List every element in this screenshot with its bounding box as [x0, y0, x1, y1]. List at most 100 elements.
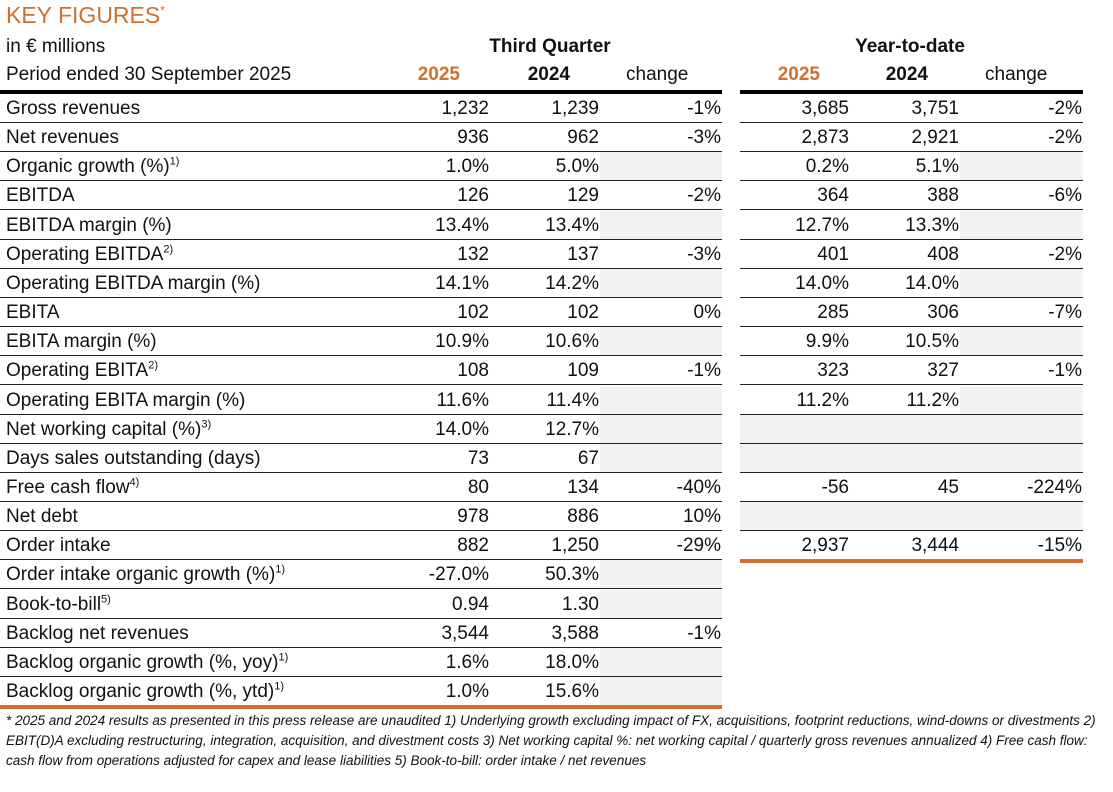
ytd-2025-cell: 3,685: [801, 98, 849, 119]
header-rule-left: [0, 90, 722, 94]
q-2024-cell: 50.3%: [545, 564, 599, 585]
ytd-change-cell: -2%: [1048, 127, 1082, 148]
row-label: EBITA margin (%): [6, 327, 157, 355]
q-2024-cell: 886: [567, 506, 599, 527]
ytd-2024-cell: 408: [927, 244, 959, 265]
ytd-2025-cell: 2,937: [801, 535, 849, 556]
units-label: in € millions: [6, 36, 106, 57]
q-change-cell: [600, 386, 722, 414]
ytd-change-cell: [960, 327, 1083, 355]
row-divider: [0, 443, 722, 444]
row-divider: [0, 472, 722, 473]
q-change-cell: [600, 269, 722, 297]
ytd-change-cell: -1%: [1048, 360, 1082, 381]
q-2025-cell: 978: [457, 506, 489, 527]
q-2024-cell: 15.6%: [545, 681, 599, 702]
footnote-ref: 4): [129, 476, 140, 489]
q-2024-header: 2024: [527, 64, 570, 85]
q-2025-cell: 1.0%: [445, 156, 489, 177]
q-2025-cell: 132: [457, 244, 489, 265]
ytd-2024-cell: 11.2%: [906, 390, 959, 411]
ytd-2025-cell: 14.0%: [795, 273, 849, 294]
row-label: EBITDA: [6, 181, 75, 209]
row-divider: [740, 297, 1083, 298]
footnote-ref: 1): [274, 680, 285, 693]
q-2024-cell: 1,250: [551, 535, 599, 556]
ytd-2025-cell: [740, 444, 850, 472]
ytd-change-cell: [960, 152, 1083, 180]
ytd-change-cell: -15%: [1037, 535, 1082, 556]
q-2025-cell: 13.4%: [435, 215, 489, 236]
footnote-ref: 3): [201, 418, 212, 431]
q-2024-cell: 134: [567, 477, 599, 498]
row-label-text: Backlog organic growth (%, yoy): [6, 652, 279, 673]
row-label: EBITA: [6, 298, 60, 326]
row-label-text: Gross revenues: [6, 98, 141, 119]
row-label-text: Backlog net revenues: [6, 623, 189, 644]
table-row: EBITDA margin (%) 13.4% 13.4% 12.7% 13.3%: [0, 211, 1113, 240]
q-2025-cell: 14.1%: [435, 273, 489, 294]
q-2025-cell: 14.0%: [435, 419, 489, 440]
footnote-ref: 5): [101, 593, 111, 606]
row-divider: [0, 705, 722, 709]
row-divider: [740, 239, 1083, 240]
ytd-2024-cell: 10.5%: [905, 331, 959, 352]
q-change-cell: -29%: [676, 535, 721, 556]
q-change-cell: -1%: [687, 98, 721, 119]
footnote-ref: 1): [275, 563, 286, 576]
row-divider: [740, 355, 1083, 356]
row-divider: [0, 414, 722, 415]
table-row: Gross revenues 1,232 1,239 -1% 3,685 3,751 -2%: [0, 94, 1113, 123]
q-2025-cell: 80: [467, 477, 489, 498]
ytd-2024-cell: 327: [927, 360, 959, 381]
ytd-change-cell: [960, 415, 1083, 443]
q-2024-cell: 962: [567, 127, 599, 148]
ytd-2024-cell: 5.1%: [915, 156, 959, 177]
ytd-2025-header: 2025: [777, 64, 820, 85]
ytd-change-cell: -224%: [1027, 477, 1082, 498]
ytd-2024-cell: 388: [927, 185, 959, 206]
row-label: EBITDA margin (%): [6, 211, 172, 239]
table-row: Organic growth (%)1) 1.0% 5.0% 0.2% 5.1%: [0, 152, 1113, 181]
row-divider: [740, 209, 1083, 210]
q-change-cell: 0%: [693, 302, 721, 323]
row-label: Operating EBITA margin (%): [6, 386, 245, 414]
ytd-2024-cell: 2,921: [911, 127, 959, 148]
q-2025-cell: 0.94: [452, 594, 489, 615]
q-change-cell: [600, 677, 722, 705]
table-row: Free cash flow4) 80 134 -40% -56 45 -224%: [0, 473, 1113, 502]
ytd-2025-cell: 11.2%: [796, 390, 849, 411]
q-change-cell: -3%: [687, 244, 721, 265]
row-divider: [0, 676, 722, 677]
footnote-ref: 2): [163, 243, 174, 256]
q-change-cell: -1%: [687, 360, 721, 381]
footnote: * 2025 and 2024 results as presented in …: [6, 713, 1096, 768]
page-title: KEY FIGURES*: [6, 2, 165, 29]
ytd-2024-cell: 306: [927, 302, 959, 323]
row-label-text: Net debt: [6, 506, 78, 527]
q-change-cell: -1%: [687, 623, 721, 644]
row-divider: [0, 209, 722, 210]
q-2025-cell: 102: [457, 302, 489, 323]
row-label: Net working capital (%)3): [6, 415, 211, 443]
ytd-2025-cell: 2,873: [801, 127, 849, 148]
row-divider: [0, 384, 722, 385]
row-divider: [0, 501, 722, 502]
ytd-2024-header: 2024: [885, 64, 928, 85]
row-divider: [0, 326, 722, 327]
q-2024-cell: 102: [567, 302, 599, 323]
row-divider: [0, 268, 722, 269]
row-label: Operating EBITA2): [6, 356, 158, 384]
q-2024-cell: 1,239: [551, 98, 599, 119]
header-rule-right: [740, 90, 1083, 94]
q-2024-cell: 1.30: [562, 594, 599, 615]
ytd-2024-cell: [850, 415, 960, 443]
title-text: KEY FIGURES: [6, 2, 161, 28]
third-quarter-heading: Third Quarter: [489, 36, 611, 57]
q-change-cell: [600, 560, 722, 588]
q-2024-cell: 18.0%: [545, 652, 599, 673]
row-divider: [740, 122, 1083, 123]
q-change-cell: [600, 590, 722, 618]
q-2024-cell: 109: [567, 360, 599, 381]
row-label: Net revenues: [6, 123, 119, 151]
